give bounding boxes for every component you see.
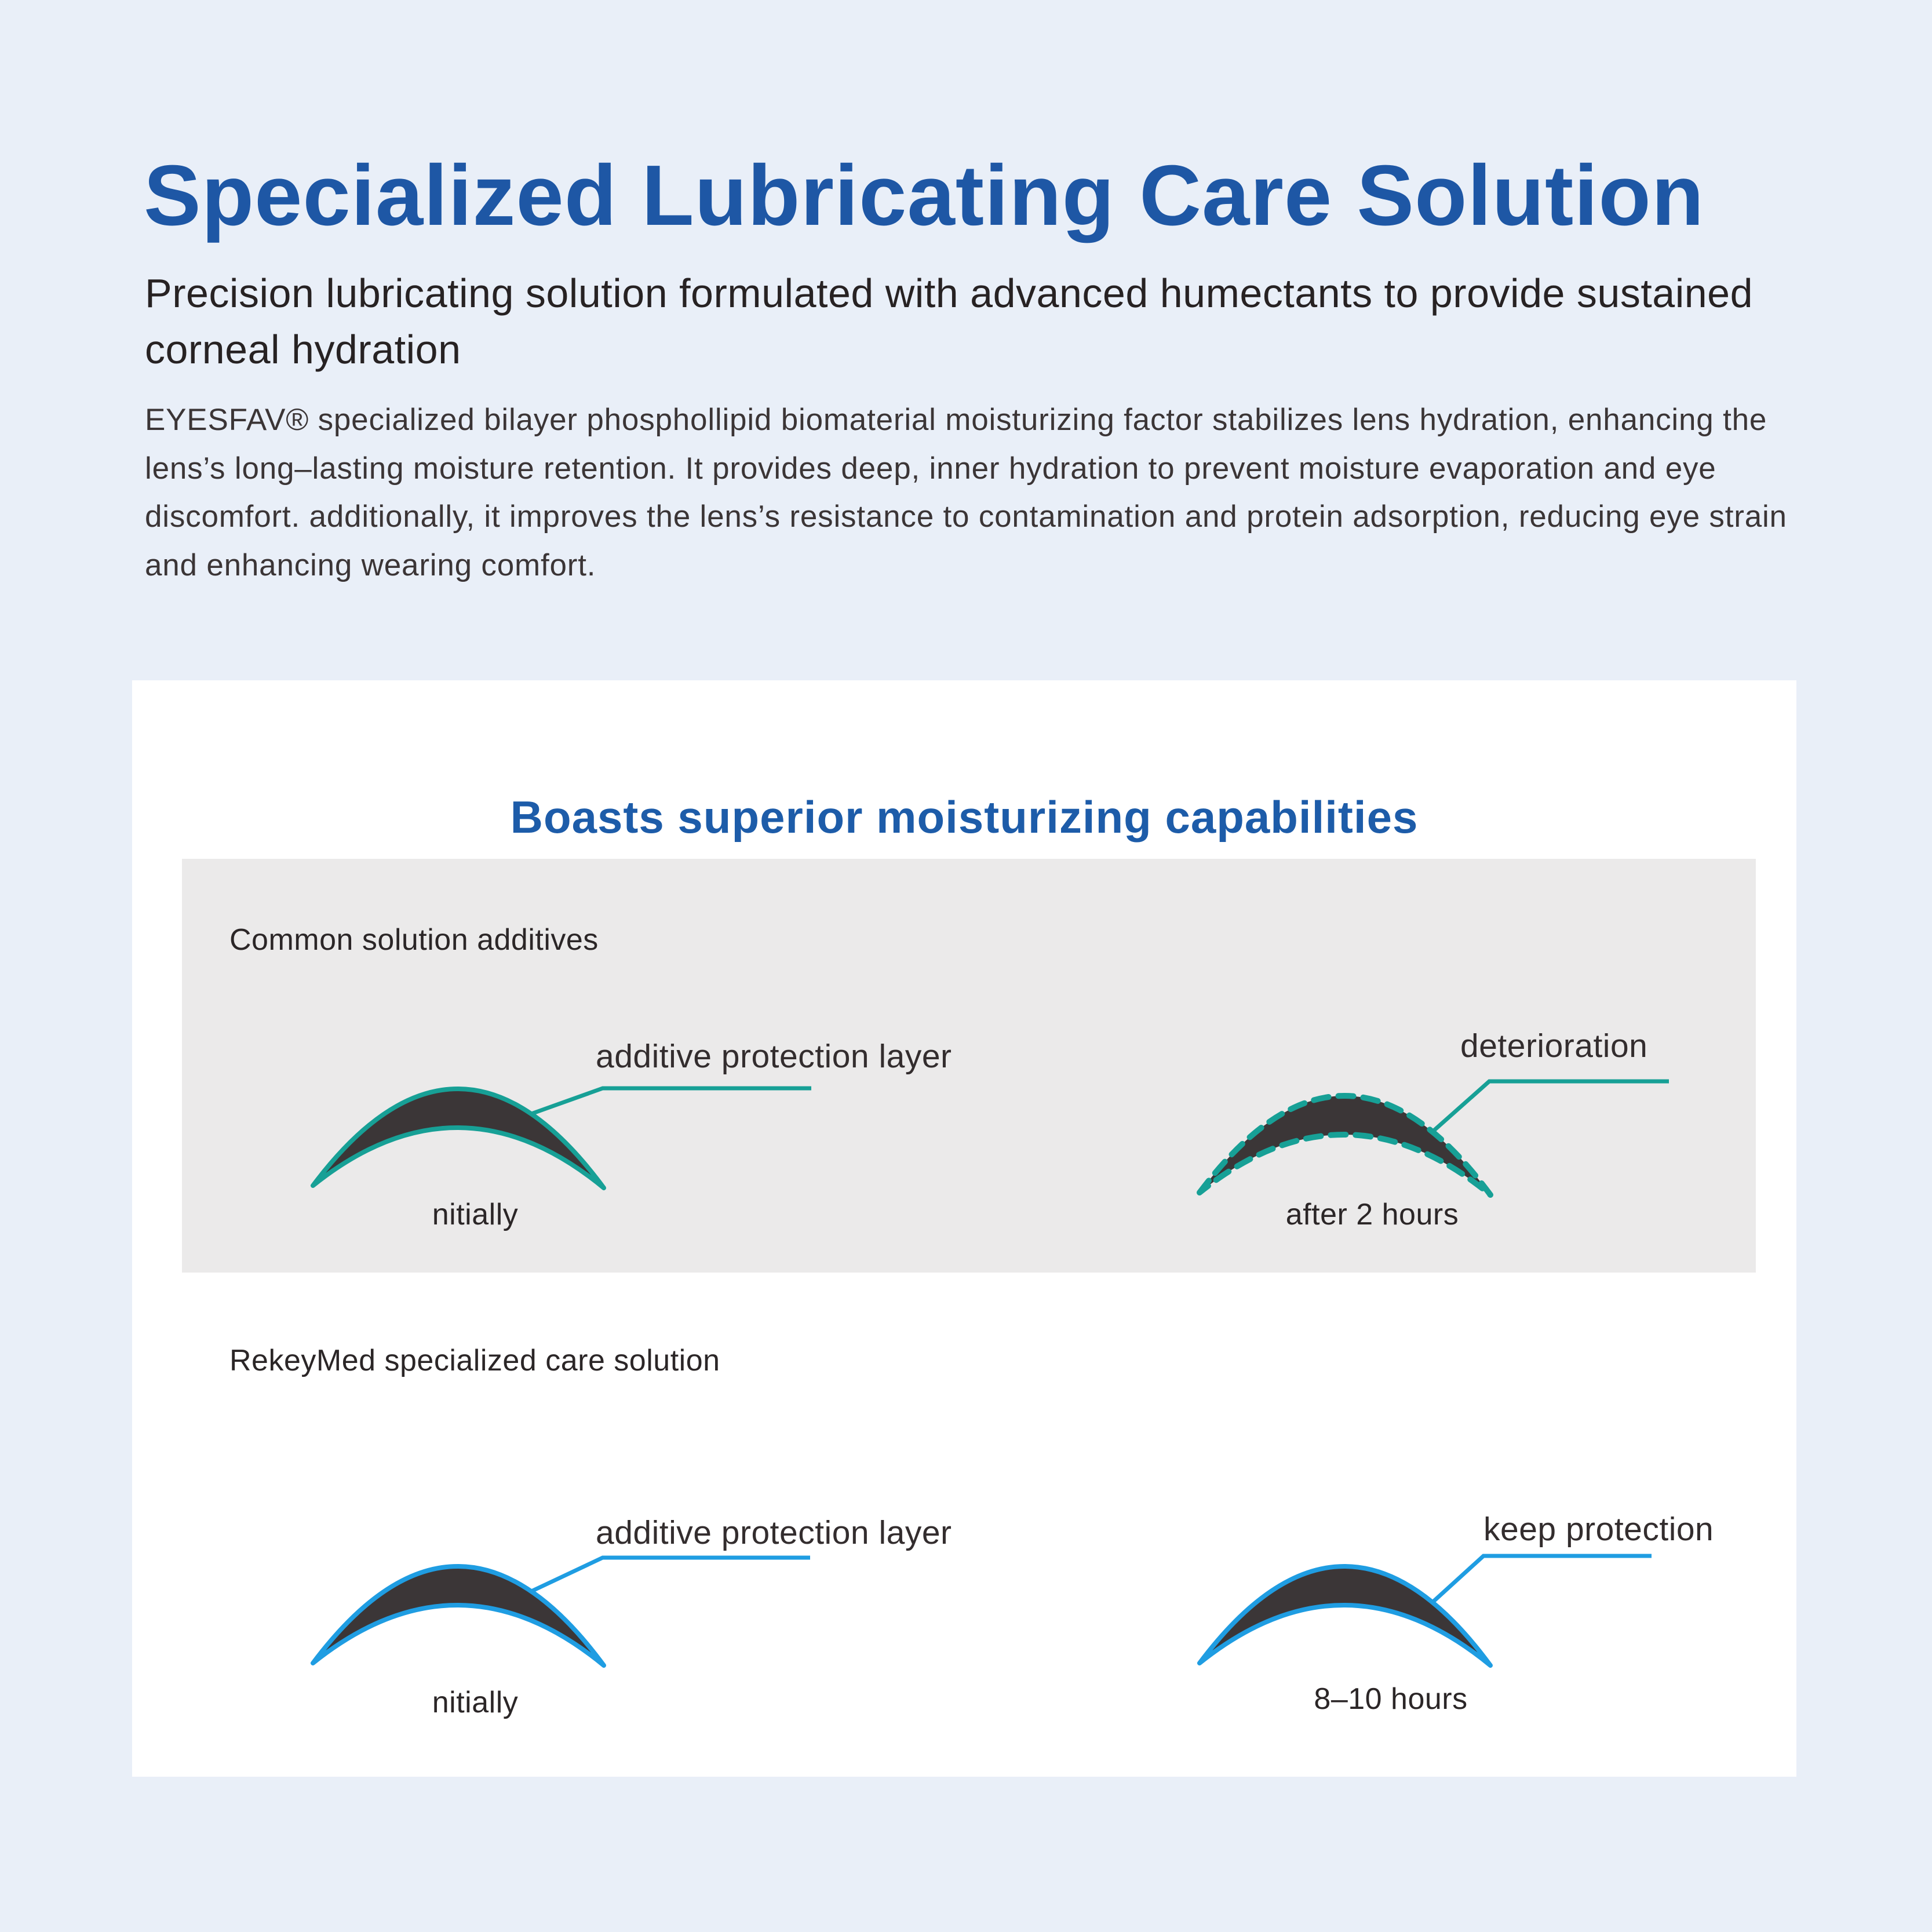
page-subtitle: Precision lubricating solution formulate… <box>145 271 1754 372</box>
page-title: Specialized Lubricating Care Solution <box>144 148 1705 244</box>
lens-cross-section-common-after <box>1197 1079 1669 1198</box>
lens-cross-section-rekey-initial <box>311 1555 810 1668</box>
common-additives-panel <box>182 859 1756 1273</box>
lens-shape <box>1197 1564 1493 1668</box>
callout-line <box>1431 1079 1669 1133</box>
common-panel-label: Common solution additives <box>229 923 599 957</box>
lens-shape-deteriorated <box>1197 1093 1493 1198</box>
caption-initially-1: nitially <box>432 1198 519 1231</box>
caption-after-2-hours: after 2 hours <box>1285 1198 1459 1231</box>
callout-label-keep-protection: keep protection <box>1483 1511 1714 1548</box>
intro-paragraph: EYESFAV® specialized bilayer phosphollip… <box>145 403 1787 583</box>
callout-label-deterioration: deterioration <box>1460 1027 1648 1065</box>
lens-shape <box>311 1087 606 1190</box>
lens-cross-section-common-initial <box>311 1086 811 1190</box>
lens-shape <box>311 1564 606 1668</box>
callout-label-additive-layer-2: additive protection layer <box>596 1514 952 1551</box>
callout-line <box>530 1555 810 1594</box>
caption-initially-2: nitially <box>432 1686 519 1719</box>
callout-label-additive-layer-1: additive protection layer <box>596 1038 952 1075</box>
lens-cross-section-rekey-after <box>1197 1554 1652 1668</box>
callout-line <box>1431 1554 1652 1604</box>
card-title: Boasts superior moisturizing capabilitie… <box>510 791 1419 843</box>
rekey-section-label: RekeyMed specialized care solution <box>229 1344 720 1377</box>
caption-8-10-hours: 8–10 hours <box>1314 1682 1468 1716</box>
callout-line <box>530 1086 811 1116</box>
